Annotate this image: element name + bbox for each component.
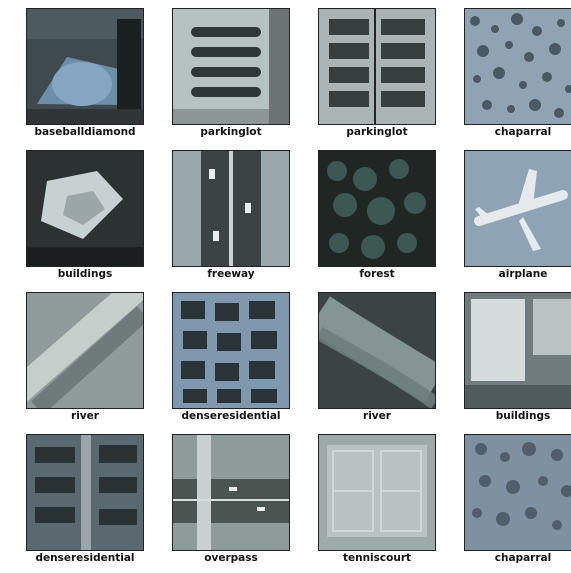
tile-label: overpass (204, 552, 258, 564)
aerial-image (27, 435, 143, 550)
tile-image (464, 150, 571, 267)
aerial-image (465, 9, 571, 124)
tile-image (26, 292, 144, 409)
tile-6: freeway (146, 142, 292, 280)
aerial-image (465, 151, 571, 266)
tile-8: airplane (438, 142, 571, 280)
aerial-image (465, 435, 571, 550)
tile-image (172, 434, 290, 551)
tile-16: chaparral (438, 426, 571, 564)
tile-image (26, 8, 144, 125)
tile-image (172, 150, 290, 267)
tile-label: buildings (495, 410, 551, 422)
aerial-image (319, 9, 435, 124)
tile-label: denseresidential (35, 552, 135, 564)
tile-image (172, 8, 290, 125)
aerial-image (465, 293, 571, 408)
tile-image (26, 150, 144, 267)
tile-9: river (0, 284, 146, 422)
tile-label: parkinglot (346, 126, 408, 138)
tile-5: buildings (0, 142, 146, 280)
tile-label: buildings (57, 268, 113, 280)
aerial-image (319, 293, 435, 408)
aerial-image (173, 151, 289, 266)
tile-10: denseresidential (146, 284, 292, 422)
tile-label: chaparral (494, 126, 552, 138)
tile-image (318, 292, 436, 409)
tile-label: airplane (498, 268, 548, 280)
aerial-image (173, 293, 289, 408)
tile-label: parkinglot (200, 126, 262, 138)
tile-image (464, 434, 571, 551)
tile-label: river (71, 410, 99, 422)
tile-label: freeway (207, 268, 255, 280)
tile-12: buildings (438, 284, 571, 422)
tile-label: chaparral (494, 552, 552, 564)
tile-3: parkinglot (292, 0, 438, 138)
aerial-image (319, 151, 435, 266)
tile-image (172, 292, 290, 409)
tile-label: forest (359, 268, 395, 280)
tile-label: baseballdiamond (34, 126, 136, 138)
aerial-image (27, 151, 143, 266)
tile-label: denseresidential (181, 410, 281, 422)
tile-14: overpass (146, 426, 292, 564)
tile-2: parkinglot (146, 0, 292, 138)
tile-image (26, 434, 144, 551)
aerial-image (27, 293, 143, 408)
aerial-image (27, 9, 143, 124)
tile-7: forest (292, 142, 438, 280)
tile-label: river (363, 410, 391, 422)
aerial-image (173, 435, 289, 550)
aerial-image (173, 9, 289, 124)
tile-image (464, 292, 571, 409)
tile-13: denseresidential (0, 426, 146, 564)
tile-label: tenniscourt (342, 552, 412, 564)
tile-image (464, 8, 571, 125)
tile-image (318, 8, 436, 125)
tile-4: chaparral (438, 0, 571, 138)
tile-image (318, 434, 436, 551)
tile-15: tenniscourt (292, 426, 438, 564)
tile-11: river (292, 284, 438, 422)
aerial-image (319, 435, 435, 550)
tile-1: baseballdiamond (0, 0, 146, 138)
tile-image (318, 150, 436, 267)
